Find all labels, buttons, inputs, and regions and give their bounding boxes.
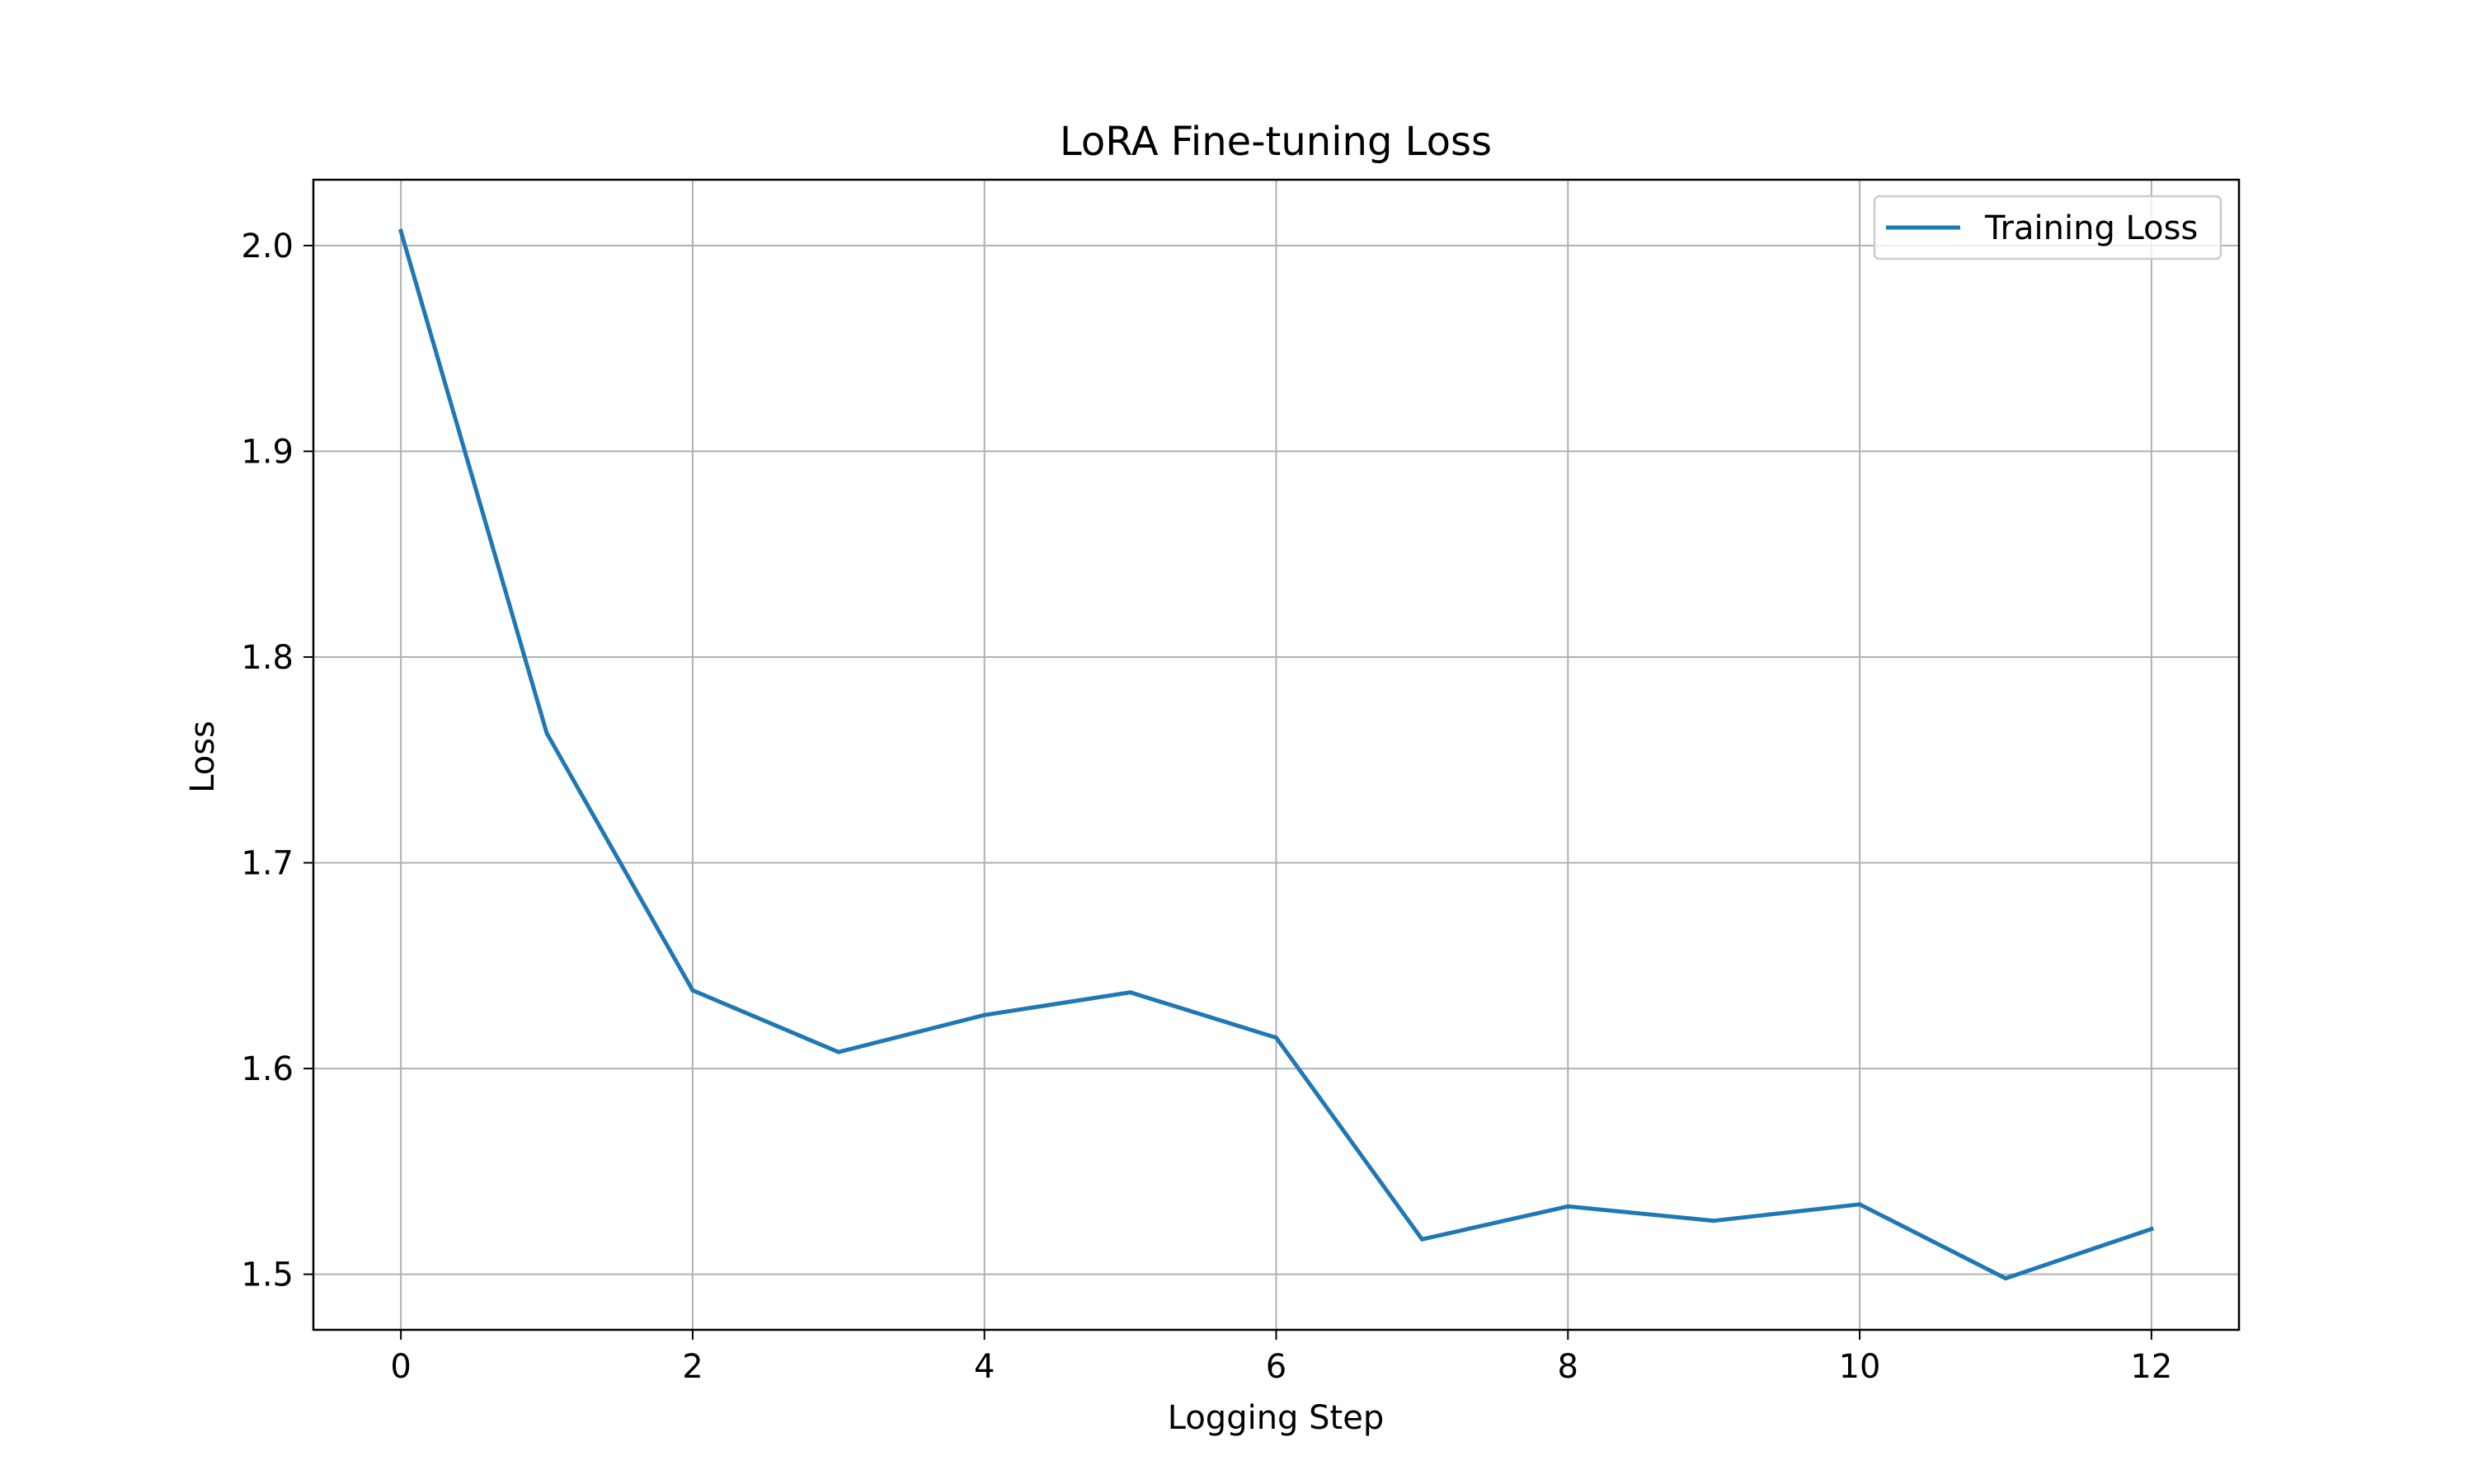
x-tick-label: 4 <box>974 1348 995 1386</box>
legend-box <box>1873 195 2222 261</box>
data-point <box>982 1012 987 1017</box>
y-tick-label: 1.6 <box>241 1050 294 1088</box>
data-point <box>2003 1276 2008 1281</box>
data-point <box>1274 1036 1278 1040</box>
data-point <box>1711 1219 1716 1223</box>
grid <box>313 180 2239 1330</box>
legend: Training Loss <box>1873 195 2222 261</box>
data-point <box>1419 1237 1424 1242</box>
x-axis-ticks: 0 2 4 6 8 10 12 <box>390 1330 2172 1386</box>
x-axis-label: Logging Step <box>1168 1399 1384 1437</box>
data-point <box>398 228 403 233</box>
y-tick-label: 1.9 <box>241 433 294 471</box>
x-tick-label: 8 <box>1558 1348 1578 1386</box>
x-tick-label: 0 <box>390 1348 411 1386</box>
y-axis-label: Loss <box>184 721 222 793</box>
x-tick-label: 2 <box>682 1348 703 1386</box>
y-axis-ticks: 1.5 1.6 1.7 1.8 1.9 2.0 <box>241 228 313 1294</box>
x-tick-label: 10 <box>1839 1348 1881 1386</box>
y-tick-label: 1.8 <box>241 639 294 677</box>
y-tick-label: 1.5 <box>241 1256 294 1294</box>
data-point <box>2149 1227 2154 1232</box>
data-point <box>1128 990 1133 995</box>
y-tick-label: 1.7 <box>241 845 294 883</box>
data-point <box>1565 1204 1570 1209</box>
series-layer <box>398 228 2155 1281</box>
data-point <box>836 1050 841 1054</box>
legend-label: Training Loss <box>1984 209 2198 247</box>
y-tick-label: 2.0 <box>241 228 294 265</box>
data-point <box>1857 1202 1862 1207</box>
x-tick-label: 6 <box>1266 1348 1286 1386</box>
x-tick-label: 12 <box>2130 1348 2172 1386</box>
data-point <box>544 730 549 735</box>
chart-title: LoRA Fine-tuning Loss <box>1060 119 1492 165</box>
data-point <box>690 988 695 993</box>
